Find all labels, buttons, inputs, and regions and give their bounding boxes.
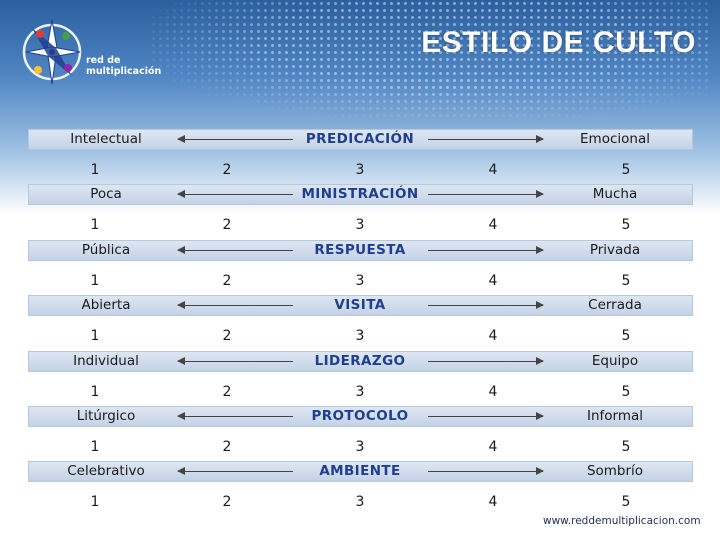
scale-number-2: 2 [222,162,232,178]
arrow-right-icon [428,356,544,365]
category-label: MINISTRACIÓN [301,186,419,203]
scale-number-5: 5 [621,383,631,400]
left-pole-label: Pública [81,241,131,258]
scale-number-4: 4 [488,438,498,455]
category-label: RESPUESTA [314,241,406,258]
scale-row: Celebrativo AMBIENTE Sombrío 1 2 3 4 5 [28,461,693,516]
left-pole-label: Abierta [81,297,131,314]
scale-number-2: 2 [222,328,232,345]
scale-row: Litúrgico PROTOCOLO Informal 1 2 3 4 5 [28,405,693,461]
row-band [28,239,693,261]
arrow-left-icon [177,467,293,476]
logo-text-line1: red de [86,55,121,66]
scale-number-5: 5 [621,494,631,511]
scale-number-3: 3 [355,328,365,345]
arrow-left-icon [177,190,293,199]
row-band [28,184,693,206]
scale-number-5: 5 [621,272,631,289]
scale-number-4: 4 [488,494,498,511]
scale-number-1: 1 [90,383,100,400]
scale-number-5: 5 [621,438,631,455]
right-pole-label: Equipo [591,352,639,369]
scale-number-3: 3 [355,162,365,178]
right-pole-label: Informal [586,407,644,424]
category-label: PREDICACIÓN [305,131,415,147]
scale-number-1: 1 [90,494,100,511]
scale-number-2: 2 [222,217,232,234]
arrow-right-icon [428,411,544,420]
arrow-right-icon [428,190,544,199]
scale-number-4: 4 [488,383,498,400]
scale-number-3: 3 [355,383,365,400]
right-pole-label: Privada [589,241,641,258]
scale-number-4: 4 [488,162,498,178]
scale-number-2: 2 [222,383,232,400]
right-pole-label: Emocional [580,131,650,147]
scale-row: Pública RESPUESTA Privada 1 2 3 4 5 [28,239,693,295]
scale-number-3: 3 [355,217,365,234]
page-title: ESTILO DE CULTO [421,26,696,59]
logo-text-line2: multiplicación [86,66,162,77]
scale-number-2: 2 [222,272,232,289]
left-pole-label: Poca [90,186,122,203]
scale-number-2: 2 [222,494,232,511]
arrow-left-icon [177,411,293,420]
row-band [28,405,693,427]
scale-number-1: 1 [90,162,100,178]
category-label: PROTOCOLO [311,407,409,424]
row-band [28,461,693,483]
world-map-graphic [150,0,710,120]
left-pole-label: Individual [73,352,139,369]
header-background [0,0,720,215]
scale-number-5: 5 [621,328,631,345]
scale-number-4: 4 [488,217,498,234]
category-label: LIDERAZGO [314,352,406,369]
right-pole-label: Cerrada [588,297,642,314]
scale-table: Intelectual PREDICACIÓN Emocional 1 2 3 … [28,129,693,517]
arrow-left-icon [177,245,293,254]
arrow-right-icon [428,301,544,310]
scale-number-4: 4 [488,328,498,345]
scale-number-5: 5 [621,217,631,234]
right-pole-label: Mucha [592,186,638,203]
scale-number-2: 2 [222,438,232,455]
row-band [28,295,693,317]
footer-url: www.reddemultiplicacion.com [543,515,701,527]
scale-number-1: 1 [90,217,100,234]
scale-row: Individual LIDERAZGO Equipo 1 2 3 4 5 [28,350,693,406]
scale-number-4: 4 [488,272,498,289]
left-pole-label: Celebrativo [67,463,145,480]
category-label: VISITA [334,297,386,314]
scale-row: Intelectual PREDICACIÓN Emocional 1 2 3 … [28,129,693,184]
arrow-right-icon [428,135,544,143]
arrow-left-icon [177,135,293,143]
compass-star-logo-icon [22,19,82,85]
scale-number-1: 1 [90,272,100,289]
left-pole-label: Litúrgico [76,407,136,424]
arrow-left-icon [177,301,293,310]
scale-number-3: 3 [355,494,365,511]
left-pole-label: Intelectual [70,131,142,147]
scale-number-1: 1 [90,438,100,455]
row-band [28,129,693,150]
scale-row: Abierta VISITA Cerrada 1 2 3 4 5 [28,295,693,350]
category-label: AMBIENTE [319,463,401,480]
scale-row: Poca MINISTRACIÓN Mucha 1 2 3 4 5 [28,184,693,239]
scale-number-3: 3 [355,272,365,289]
scale-number-5: 5 [621,162,631,178]
scale-number-3: 3 [355,438,365,455]
arrow-right-icon [428,467,544,476]
logo: red de multiplicación [18,12,162,92]
row-band [28,350,693,372]
arrow-right-icon [428,245,544,254]
arrow-left-icon [177,356,293,365]
right-pole-label: Sombrío [586,463,644,480]
scale-number-1: 1 [90,328,100,345]
